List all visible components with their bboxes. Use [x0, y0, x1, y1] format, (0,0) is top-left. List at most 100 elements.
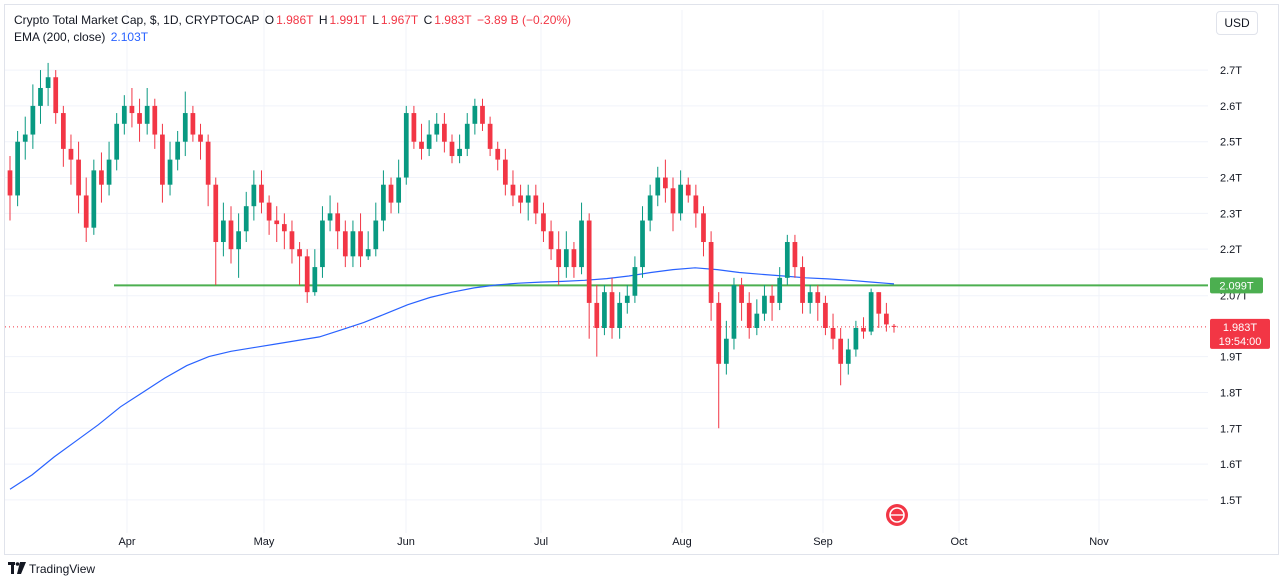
candle[interactable]	[312, 249, 318, 296]
candle[interactable]	[502, 148, 508, 196]
candle[interactable]	[60, 105, 66, 167]
candle[interactable]	[259, 170, 264, 214]
candle[interactable]	[289, 220, 295, 264]
candle[interactable]	[205, 134, 211, 207]
candle[interactable]	[632, 256, 638, 303]
candle[interactable]	[411, 105, 417, 149]
candle[interactable]	[99, 152, 104, 203]
candle[interactable]	[845, 338, 851, 375]
candle-body[interactable]	[663, 177, 668, 189]
candle[interactable]	[243, 191, 249, 243]
candle[interactable]	[320, 206, 325, 278]
candle[interactable]	[373, 202, 379, 257]
candle[interactable]	[868, 288, 874, 336]
candle-body[interactable]	[792, 242, 798, 268]
candle-body[interactable]	[647, 195, 653, 221]
candle[interactable]	[297, 242, 302, 285]
candle-body[interactable]	[746, 302, 752, 328]
candle-body[interactable]	[289, 231, 295, 250]
candle[interactable]	[152, 98, 158, 149]
candle-body[interactable]	[754, 313, 760, 328]
candle-body[interactable]	[419, 141, 424, 149]
candle-body[interactable]	[769, 295, 775, 303]
candle-body[interactable]	[121, 105, 127, 124]
candle[interactable]	[807, 285, 813, 314]
candle-body[interactable]	[533, 195, 539, 214]
candle[interactable]	[693, 184, 699, 228]
candle-body[interactable]	[426, 134, 432, 149]
candle-body[interactable]	[434, 123, 440, 135]
candle-body[interactable]	[685, 184, 691, 196]
candle[interactable]	[754, 299, 760, 336]
tradingview-logo[interactable]: TradingView	[8, 562, 95, 577]
candle-body[interactable]	[274, 220, 280, 225]
candle-body[interactable]	[281, 224, 287, 232]
candle[interactable]	[518, 184, 523, 214]
candle-body[interactable]	[99, 170, 104, 185]
candle[interactable]	[68, 134, 74, 185]
candle-body[interactable]	[152, 105, 158, 135]
candle[interactable]	[815, 285, 821, 321]
candle-body[interactable]	[723, 338, 729, 364]
candle-body[interactable]	[853, 327, 859, 350]
candle-body[interactable]	[373, 220, 379, 250]
candle[interactable]	[304, 249, 310, 303]
candle-body[interactable]	[693, 195, 699, 214]
candle[interactable]	[365, 231, 371, 260]
candle-body[interactable]	[160, 134, 165, 185]
candle-body[interactable]	[838, 338, 844, 364]
candle-body[interactable]	[15, 141, 20, 196]
candle[interactable]	[167, 141, 173, 196]
candle[interactable]	[556, 231, 562, 285]
candle-body[interactable]	[784, 242, 790, 278]
candle[interactable]	[403, 105, 409, 185]
candle[interactable]	[419, 123, 424, 160]
candle[interactable]	[823, 295, 828, 336]
candle[interactable]	[190, 105, 196, 142]
candle[interactable]	[106, 141, 112, 196]
candle-body[interactable]	[617, 302, 623, 328]
candle-body[interactable]	[891, 325, 897, 327]
candle[interactable]	[388, 177, 394, 214]
candle-body[interactable]	[845, 349, 851, 364]
candle[interactable]	[175, 130, 181, 171]
candle[interactable]	[800, 256, 805, 314]
candle-body[interactable]	[670, 188, 676, 214]
candle-body[interactable]	[137, 113, 142, 124]
candle[interactable]	[30, 84, 36, 149]
candle[interactable]	[861, 317, 866, 339]
candle[interactable]	[495, 141, 501, 171]
candle-body[interactable]	[800, 267, 805, 303]
event-flag-icon[interactable]	[886, 504, 908, 526]
candle-body[interactable]	[22, 134, 28, 142]
candle[interactable]	[701, 206, 706, 257]
candle-body[interactable]	[190, 113, 196, 135]
candle-body[interactable]	[556, 249, 562, 268]
candle[interactable]	[342, 220, 348, 268]
candle[interactable]	[884, 302, 889, 332]
candle[interactable]	[678, 170, 683, 221]
candle-body[interactable]	[251, 184, 257, 207]
candle[interactable]	[396, 159, 402, 214]
candle-body[interactable]	[449, 141, 455, 157]
candle-body[interactable]	[548, 231, 554, 250]
candle-body[interactable]	[716, 302, 722, 364]
candle[interactable]	[876, 292, 882, 328]
candle-body[interactable]	[243, 206, 249, 232]
candle[interactable]	[160, 123, 165, 203]
candle[interactable]	[22, 116, 28, 160]
candle[interactable]	[434, 113, 440, 142]
candles-layer[interactable]	[7, 62, 897, 429]
candle-body[interactable]	[144, 105, 150, 124]
candle-body[interactable]	[327, 213, 333, 221]
candle-body[interactable]	[106, 159, 112, 185]
candle[interactable]	[281, 213, 287, 250]
candle[interactable]	[487, 116, 493, 157]
candle-body[interactable]	[868, 292, 874, 332]
candle-body[interactable]	[640, 220, 645, 268]
candle-body[interactable]	[815, 292, 821, 303]
candle-body[interactable]	[91, 170, 97, 228]
candle[interactable]	[221, 202, 226, 257]
candle-body[interactable]	[525, 195, 531, 203]
candle-body[interactable]	[884, 313, 889, 325]
